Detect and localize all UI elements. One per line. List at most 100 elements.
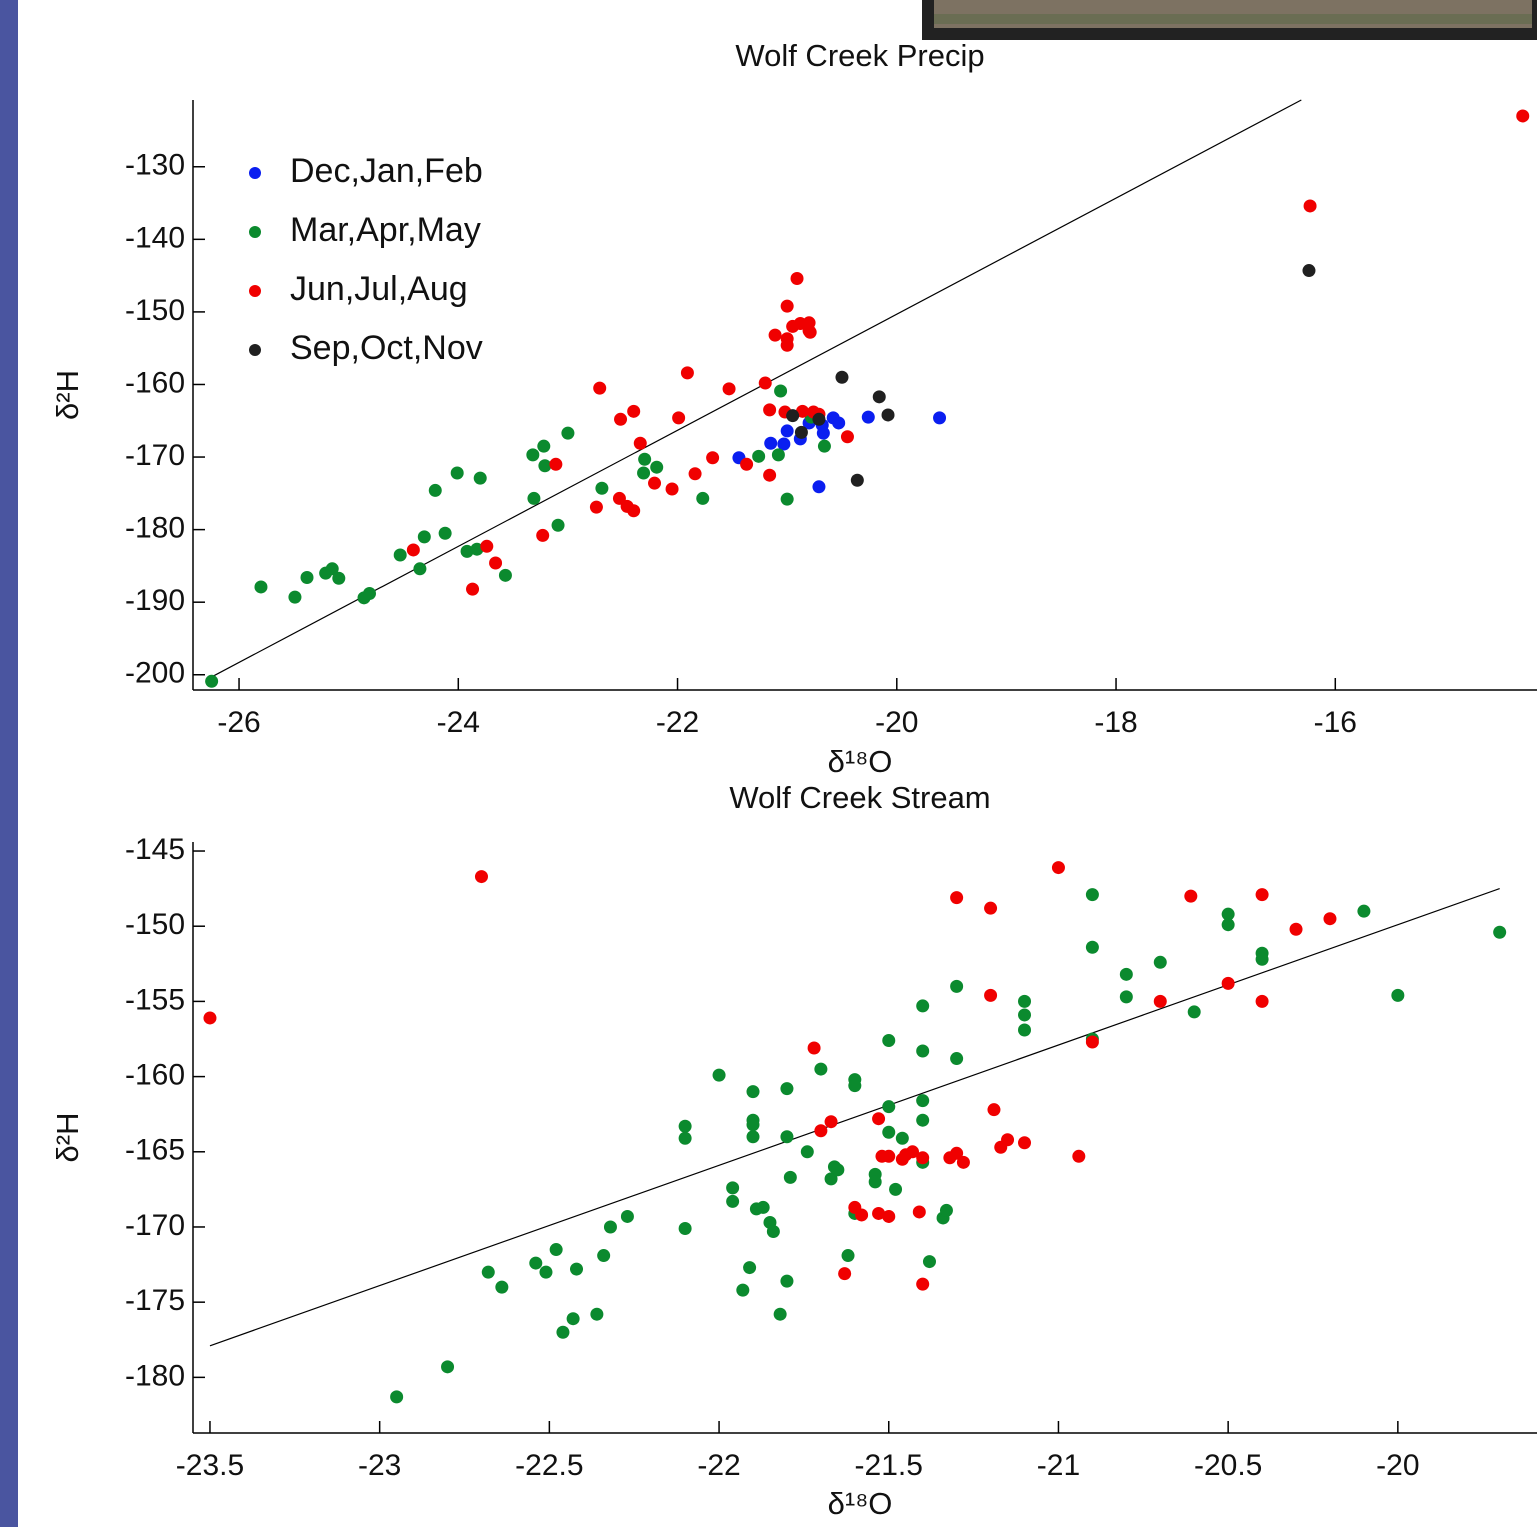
point [1303, 199, 1317, 213]
point [428, 483, 442, 497]
x-axis-label: δ¹⁸O [828, 744, 893, 779]
point [603, 1220, 617, 1234]
point [771, 448, 785, 462]
x-tick-label: -26 [217, 706, 260, 739]
point [736, 1283, 750, 1297]
point [984, 901, 998, 915]
point [597, 1249, 611, 1263]
legend-marker [249, 226, 261, 238]
point [1302, 264, 1316, 278]
photo-texture [934, 14, 1532, 24]
point [1018, 1136, 1032, 1150]
point [1516, 109, 1530, 123]
point [1018, 1008, 1032, 1022]
point [832, 416, 846, 430]
point [1255, 888, 1269, 902]
point [627, 404, 641, 418]
point [746, 1085, 760, 1099]
legend-label: Sep,Oct,Nov [290, 329, 483, 367]
point [950, 1052, 964, 1066]
x-tick-label: -20 [1376, 1449, 1419, 1482]
point [840, 430, 854, 444]
point [872, 390, 886, 404]
point [406, 543, 420, 557]
point [648, 476, 662, 490]
point [796, 404, 810, 418]
point [549, 1243, 563, 1257]
x-tick-label: -16 [1314, 706, 1357, 739]
point [1289, 922, 1303, 936]
point [763, 468, 777, 482]
point [593, 381, 607, 395]
point [620, 1209, 634, 1223]
point [390, 1390, 404, 1404]
point [882, 1100, 896, 1114]
point [933, 411, 947, 425]
point [680, 366, 694, 380]
point [872, 1206, 886, 1220]
x-tick-label: -18 [1094, 706, 1137, 739]
point [627, 504, 641, 518]
point [460, 544, 474, 558]
point [561, 426, 575, 440]
y-tick-label: -140 [125, 221, 185, 254]
point [838, 1267, 852, 1281]
point [916, 1113, 930, 1127]
legend-marker [249, 344, 261, 356]
point [590, 1307, 604, 1321]
point [614, 412, 628, 426]
point [777, 437, 791, 451]
point [831, 1163, 845, 1177]
point [205, 674, 219, 688]
point [956, 1155, 970, 1169]
x-tick-label: -24 [437, 706, 480, 739]
x-tick-label: -21 [1037, 1449, 1080, 1482]
point [1072, 1149, 1086, 1163]
point [570, 1262, 584, 1276]
point [1255, 994, 1269, 1008]
point [889, 1182, 903, 1196]
point [473, 471, 487, 485]
point [780, 424, 794, 438]
point [678, 1221, 692, 1235]
point [848, 1079, 862, 1093]
x-tick-label: -23 [358, 1449, 401, 1482]
legend-marker [249, 167, 261, 179]
point [665, 482, 679, 496]
legend-marker [249, 285, 261, 297]
point [1221, 907, 1235, 921]
point [780, 1130, 794, 1144]
y-tick-label: -175 [125, 1284, 185, 1317]
x-tick-label: -22 [656, 706, 699, 739]
x-tick-label: -20.5 [1194, 1449, 1262, 1482]
x-axis-label: δ¹⁸O [828, 1486, 893, 1521]
chart-title: Wolf Creek Precip [735, 38, 984, 73]
y-tick-label: -160 [125, 1059, 185, 1092]
point [882, 1209, 896, 1223]
point [300, 571, 314, 585]
point [855, 1208, 869, 1222]
point [1391, 988, 1405, 1002]
point [764, 436, 778, 450]
point [882, 1034, 896, 1048]
point [780, 1274, 794, 1288]
point [939, 1203, 953, 1217]
point [916, 1277, 930, 1291]
point [1357, 904, 1371, 918]
point [254, 580, 268, 594]
point [814, 1062, 828, 1076]
y-tick-label: -165 [125, 1134, 185, 1167]
point [1153, 994, 1167, 1008]
point [332, 571, 346, 585]
point [203, 1011, 217, 1025]
point [758, 376, 772, 390]
point [1018, 1023, 1032, 1037]
y-tick-label: -180 [125, 1359, 185, 1392]
point [633, 436, 647, 450]
point [1085, 940, 1099, 954]
point [1001, 1133, 1015, 1147]
point [950, 891, 964, 905]
point [868, 1175, 882, 1189]
point [756, 1200, 770, 1214]
